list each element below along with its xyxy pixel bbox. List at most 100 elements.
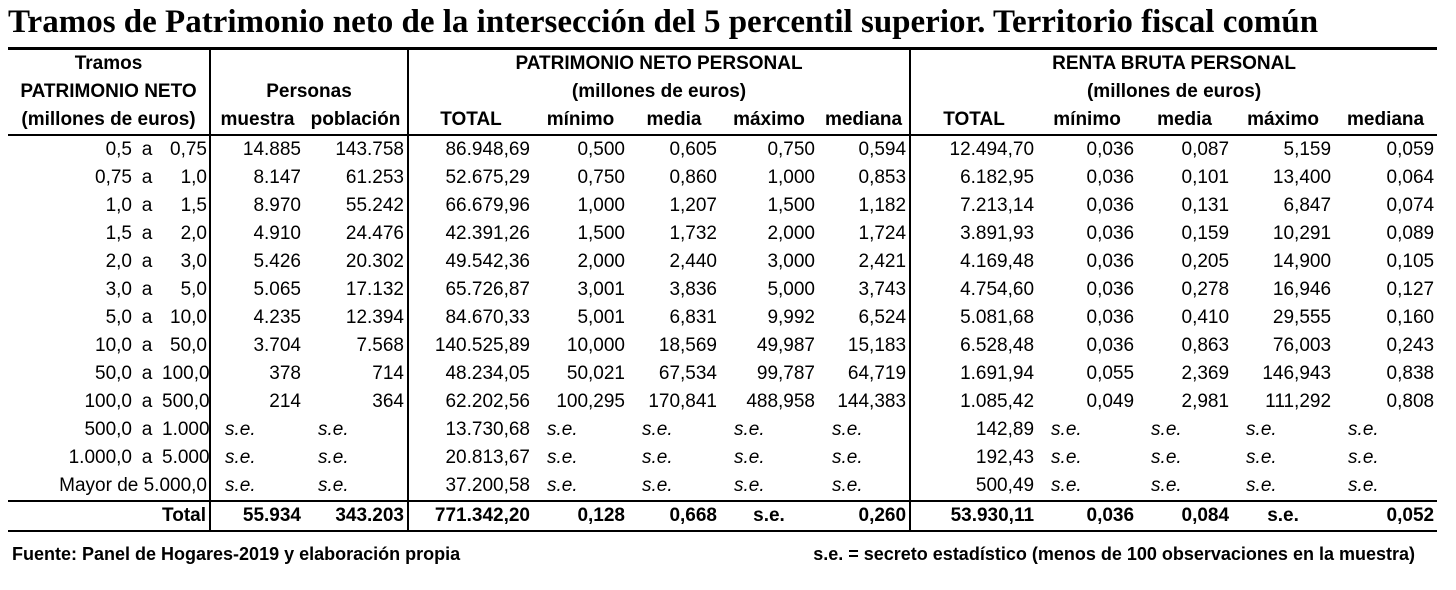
total-cell: 53.930,11: [910, 500, 1038, 532]
table-cell: s.e.: [642, 419, 673, 440]
total-cell: 0,052: [1334, 500, 1438, 532]
table-cell: 0,036: [1086, 195, 1135, 216]
table-cell: 14.885: [242, 139, 301, 160]
table-cell: 7.213,14: [960, 195, 1035, 216]
table-cell: 12.494,70: [949, 139, 1035, 160]
table-cell: s.e.: [642, 447, 673, 468]
source-note: Fuente: Panel de Hogares-2019 y elaborac…: [12, 544, 461, 564]
table-cell: 5.081,68: [960, 307, 1035, 328]
tramo-cell: 50,0 a 100,0: [8, 360, 211, 388]
table-cell: 1,724: [818, 220, 912, 248]
tramo-lower: 1,5: [105, 223, 132, 244]
tramo-separator: a: [141, 363, 153, 384]
header-patrimonio-line1: PATRIMONIO NETO PERSONAL: [408, 48, 912, 78]
table-cell: 64,719: [818, 360, 912, 388]
table-cell: 364: [304, 388, 409, 416]
table-cell: 0,101: [1181, 167, 1230, 188]
total-cell: 0,668: [628, 500, 720, 532]
tramo-lower: 0,75: [95, 167, 132, 188]
tramo-separator: a: [141, 447, 153, 468]
col-header: población: [304, 106, 409, 136]
tramo-lower: 10,0: [95, 335, 132, 356]
table-cell: 1,207: [669, 195, 717, 216]
table-cell: 0,410: [1181, 307, 1230, 328]
table-cell: 16,946: [1272, 279, 1332, 300]
table-cell: 2,369: [1181, 363, 1230, 384]
table-cell: 0,036: [1086, 167, 1135, 188]
table-cell: 488,958: [746, 391, 815, 412]
table-cell: 3.891,93: [960, 223, 1035, 244]
tramo-separator: a: [141, 391, 153, 412]
tramo-cell: 100,0 a 500,0: [8, 388, 211, 416]
tramo-upper: 5.000,0: [162, 447, 210, 468]
tramo-lower: 0,5: [105, 139, 132, 160]
table-cell: 0,036: [1086, 335, 1135, 356]
table-cell: 49,987: [756, 335, 815, 356]
table-cell: s.e.: [1348, 447, 1379, 468]
table-row: 2,0 a 3,0 5.426 20.302 49.542,36 2,000 2,440 3,0…: [8, 248, 1437, 276]
table-cell: s.e.: [547, 475, 578, 496]
data-table: Tramos PATRIMONIO NETO PERSONAL RENTA BR…: [8, 47, 1438, 532]
table-cell: 42.391,26: [445, 223, 530, 244]
tramo-lower: 100,0: [84, 391, 132, 412]
table-cell: 0,750: [767, 139, 815, 160]
col-header: mediana: [818, 106, 912, 136]
table-cell: 20.302: [304, 248, 409, 276]
total-cell: 0,128: [533, 500, 628, 532]
tramo-lower: 5,0: [105, 307, 132, 328]
total-row: Total 55.934 343.203 771.342,20 0,128 0,…: [8, 500, 1438, 532]
table-row: 50,0 a 100,0 378 714 48.234,05 50,021 67,534 99,…: [8, 360, 1437, 388]
tramo-separator: a: [141, 307, 153, 328]
table-cell: 6,524: [818, 304, 912, 332]
table-body: 0,5 a 0,75 14.885 143.758 86.948,69 0,500 0,605…: [8, 135, 1437, 501]
table-cell: 10,291: [1272, 223, 1332, 244]
table-cell: 55.242: [304, 192, 409, 220]
table-cell: 1,182: [818, 192, 912, 220]
table-cell: 0,605: [669, 139, 717, 160]
table-cell: 1,000: [577, 195, 625, 216]
table-row: 5,0 a 10,0 4.235 12.394 84.670,33 5,001 6,831 9,…: [8, 304, 1437, 332]
table-cell: s.e.: [1051, 475, 1082, 496]
table-cell: 0,131: [1181, 195, 1230, 216]
table-cell: 0,159: [1181, 223, 1230, 244]
table-cell: 48.234,05: [445, 363, 530, 384]
table-cell: 4.235: [253, 307, 301, 328]
tramo-cell: 0,75 a 1,0: [8, 164, 211, 192]
table-cell: 12.394: [304, 304, 409, 332]
table-cell: 15,183: [818, 332, 912, 360]
table-cell: s.e.: [225, 419, 256, 440]
tramo-lower: 3,0: [105, 279, 132, 300]
table-cell: 8.147: [253, 167, 301, 188]
tramo-upper: 100,0: [162, 363, 210, 384]
col-header: mediana: [1334, 106, 1438, 136]
total-cell: 771.342,20: [408, 500, 533, 532]
tramo-cell: 2,0 a 3,0: [8, 248, 211, 276]
table-cell: 0,036: [1086, 223, 1135, 244]
table-cell: 144,383: [818, 388, 912, 416]
table-cell: 714: [304, 360, 409, 388]
table-cell: 0,036: [1086, 251, 1135, 272]
total-cell: s.e.: [720, 500, 818, 532]
table-cell: 20.813,67: [445, 447, 530, 468]
table-cell: 3,000: [767, 251, 815, 272]
table-cell: 5,159: [1283, 139, 1332, 160]
table-cell: s.e.: [734, 447, 765, 468]
table-cell: 76,003: [1272, 335, 1332, 356]
table-cell: s.e.: [1151, 475, 1182, 496]
table-cell: 17.132: [304, 276, 409, 304]
col-header: muestra: [210, 106, 304, 136]
header-personas: Personas: [210, 78, 409, 106]
table-cell: s.e.: [1348, 475, 1379, 496]
tramo-label: Mayor de 5.000,0: [59, 475, 207, 496]
table-cell: 5,001: [577, 307, 625, 328]
table-cell: 0,205: [1181, 251, 1230, 272]
table-cell: 0,243: [1386, 335, 1435, 356]
table-cell: 146,943: [1262, 363, 1332, 384]
table-cell: s.e.: [547, 447, 578, 468]
table-cell: 1,500: [767, 195, 815, 216]
table-cell: 2,981: [1181, 391, 1230, 412]
table-cell: 6.182,95: [960, 167, 1035, 188]
table-cell: 4.754,60: [960, 279, 1035, 300]
table-row: 1,0 a 1,5 8.970 55.242 66.679,96 1,000 1,207 1,5…: [8, 192, 1437, 220]
table-cell: 0,863: [1181, 335, 1230, 356]
